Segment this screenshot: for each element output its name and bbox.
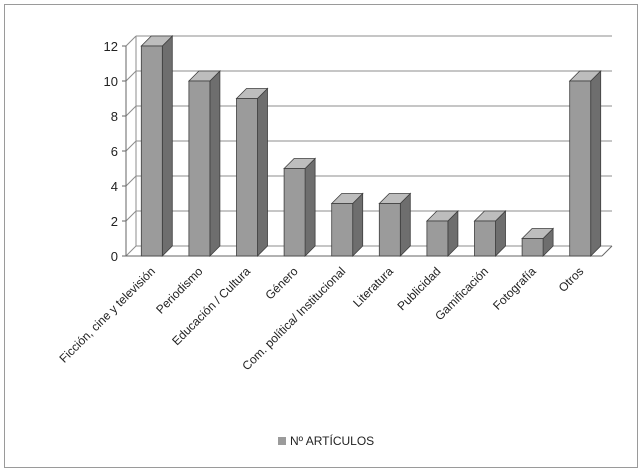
bar-front: [521, 238, 544, 257]
x-category-label: Publicidad: [394, 264, 443, 313]
gridline-depth: [125, 140, 137, 152]
x-category-label: Educación / Cultura: [169, 264, 253, 348]
bar-side: [590, 70, 602, 257]
x-category-label: Género: [263, 264, 301, 302]
legend-swatch: [278, 437, 286, 445]
bar-side: [257, 87, 268, 257]
bar-front: [283, 168, 306, 257]
floor-edge: [601, 245, 613, 257]
bar-side: [209, 70, 221, 257]
y-tick-labels: 0 2 4 6 8 10 12: [104, 39, 118, 264]
x-category-label: Ficción, cine y televisión: [57, 264, 158, 365]
legend-label: Nº ARTÍCULOS: [290, 433, 374, 448]
bar: [283, 157, 317, 257]
bar-front: [569, 80, 592, 257]
bar: [235, 87, 269, 257]
bar: [378, 192, 412, 257]
legend: Nº ARTÍCULOS: [278, 433, 374, 448]
gridline-depth: [125, 210, 137, 222]
y-tick-label: 6: [111, 144, 118, 159]
y-tick-label: 4: [111, 179, 118, 194]
y-tick-label: 10: [104, 74, 118, 89]
y-tick-label: 8: [111, 109, 118, 124]
gridline-depth: [125, 70, 137, 82]
x-category-label: Fotografía: [490, 264, 539, 313]
bar-front: [140, 45, 163, 257]
bar-front: [474, 220, 496, 257]
bar-front: [188, 80, 211, 257]
y-tick-label: 0: [111, 249, 118, 264]
x-category-label: Literatura: [350, 264, 396, 310]
y-tick-label: 2: [111, 214, 118, 229]
gridline-depth: [125, 175, 137, 187]
bar: [521, 227, 555, 257]
bars: [140, 35, 602, 257]
bar: [187, 70, 221, 257]
bar-side: [304, 157, 316, 257]
bar: [330, 192, 364, 257]
gridline-depth: [125, 35, 137, 47]
bar-front: [378, 203, 401, 257]
x-category-labels: Ficción, cine y televisiónPeriodismoEduc…: [57, 264, 587, 373]
bar: [568, 70, 602, 257]
gridline-depth: [125, 105, 137, 117]
bar: [425, 210, 459, 257]
x-category-label: Otros: [556, 264, 587, 295]
bar-side: [399, 192, 411, 257]
bar-side: [161, 35, 173, 257]
bar-front: [331, 203, 354, 257]
bar: [140, 35, 174, 257]
y-tick-label: 12: [104, 39, 118, 54]
gridline-depth: [125, 245, 137, 257]
bar: [473, 210, 507, 257]
bar-side: [352, 192, 364, 257]
bar-front: [426, 220, 449, 257]
bar-front: [236, 98, 258, 257]
